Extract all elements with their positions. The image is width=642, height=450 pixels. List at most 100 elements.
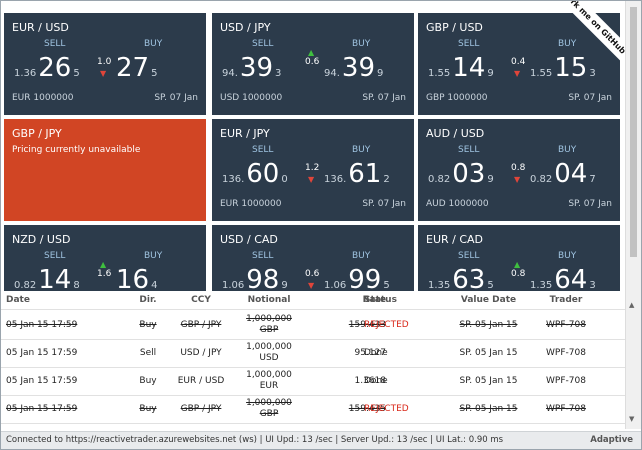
sell-label: SELL xyxy=(458,251,480,261)
sell-price[interactable]: 1.35 63 5 xyxy=(428,265,508,291)
price-prefix: 94. xyxy=(324,68,340,79)
buy-price[interactable]: 1.55 15 3 xyxy=(530,53,610,83)
buy-label: BUY xyxy=(352,145,371,155)
sell-price[interactable]: 1.55 14 9 xyxy=(428,53,508,83)
price-big-figure: 63 xyxy=(452,265,486,291)
scroll-down[interactable]: ▼ xyxy=(629,415,635,423)
scrollbar-thumb[interactable] xyxy=(630,7,637,257)
price-prefix: 1.35 xyxy=(530,280,553,291)
notional-currency: EUR xyxy=(259,381,279,391)
buy-price[interactable]: 27 5 xyxy=(116,53,196,83)
column-header[interactable]: Rate xyxy=(362,295,386,305)
currency-tile[interactable]: EUR / JPY SELL BUY 136. 60 0 136. 61 2 1.2 ▼ EUR 10… xyxy=(212,119,414,221)
notional-amount: 1,000,000 xyxy=(246,314,292,324)
blotter: Date Dir. CCY Notional Rate Status Value Date T… xyxy=(1,291,625,429)
trade-notional: 1,000,000 EUR xyxy=(239,370,299,392)
blotter-scrollbar[interactable]: ▲ ▼ xyxy=(625,291,641,429)
column-header[interactable]: Value Date xyxy=(460,295,517,305)
trade-ccy: EUR / USD xyxy=(177,376,225,386)
sell-label: SELL xyxy=(252,251,274,261)
price-pip: 9 xyxy=(487,68,494,79)
price-pip: 7 xyxy=(589,174,596,185)
price-prefix: 0.82 xyxy=(428,174,451,185)
trade-ccy: USD / JPY xyxy=(180,348,222,358)
column-header[interactable]: Status xyxy=(364,295,397,305)
sell-price[interactable]: 136. 60 0 xyxy=(222,159,302,189)
price-prefix: 1.06 xyxy=(222,280,245,291)
buy-price[interactable]: 136. 61 2 xyxy=(324,159,404,189)
trade-status: REJECTED xyxy=(364,404,409,414)
price-big-figure: 04 xyxy=(554,159,588,189)
buy-label: BUY xyxy=(144,251,163,261)
connection-status: Connected to https://reactivetrader.azur… xyxy=(6,435,504,445)
price-pip: 2 xyxy=(383,174,390,185)
sell-price[interactable]: 1.06 98 9 xyxy=(222,265,302,291)
column-header[interactable]: Dir. xyxy=(139,295,157,305)
brand: Adaptive xyxy=(590,435,633,445)
sell-price[interactable]: 1.36 26 5 xyxy=(14,53,94,83)
direction-arrow: ▼ xyxy=(514,175,521,184)
buy-label: BUY xyxy=(352,251,371,261)
currency-pair: NZD / USD xyxy=(12,233,71,246)
buy-label: BUY xyxy=(144,39,163,49)
column-header[interactable]: Date xyxy=(6,295,30,305)
direction-arrow: ▼ xyxy=(100,69,107,78)
buy-price[interactable]: 1.35 64 3 xyxy=(530,265,610,291)
currency-tile[interactable]: GBP / USD SELL BUY 1.55 14 9 1.55 15 3 0.4 ▼ GBP 10… xyxy=(418,13,620,115)
notional: EUR 1000000 xyxy=(12,93,74,103)
trade-date: 05 Jan 15 17:59 xyxy=(6,348,78,358)
notional: EUR 1000000 xyxy=(220,199,282,209)
trade-ccy: GBP / JPY xyxy=(180,404,222,414)
direction-arrow: ▲ xyxy=(308,48,315,57)
currency-pair: EUR / USD xyxy=(12,21,69,34)
trade-trader: WPF-708 xyxy=(546,404,586,414)
currency-tile[interactable]: USD / CAD SELL BUY 1.06 98 9 1.06 99 5 0.6 ▼ xyxy=(212,225,414,291)
buy-price[interactable]: 0.82 04 7 xyxy=(530,159,610,189)
price-big-figure: 26 xyxy=(38,53,72,83)
trade-trader: WPF-708 xyxy=(546,320,586,330)
trade-value-date: SP. 05 Jan 15 xyxy=(459,376,518,386)
trade-date: 05 Jan 15 17:59 xyxy=(6,404,78,414)
unavailable-message: Pricing currently unavailable xyxy=(12,145,141,155)
currency-pair: AUD / USD xyxy=(426,127,485,140)
trade-rate: 159.435 xyxy=(348,404,386,414)
currency-tile[interactable]: AUD / USD SELL BUY 0.82 03 9 0.82 04 7 0.8 ▼ AUD 10… xyxy=(418,119,620,221)
trade-value-date: SP. 05 Jan 15 xyxy=(459,320,518,330)
trade-row: 05 Jan 15 17:59 Buy EUR / USD 1,000,000 EUR 1… xyxy=(1,367,625,396)
trade-notional: 1,000,000 GBP xyxy=(239,398,299,420)
currency-tile[interactable]: EUR / CAD SELL BUY 1.35 63 5 1.35 64 3 0.8 ▲ xyxy=(418,225,620,291)
price-big-figure: 39 xyxy=(239,53,273,83)
sell-price[interactable]: 0.82 14 8 xyxy=(14,265,94,291)
column-header[interactable]: CCY xyxy=(191,295,211,305)
scroll-up[interactable]: ▲ xyxy=(629,301,635,309)
notional: GBP 1000000 xyxy=(426,93,488,103)
currency-tile[interactable]: EUR / USD SELL BUY 1.36 26 5 27 5 1.0 ▼ EUR 100000… xyxy=(4,13,206,115)
price-prefix: 1.06 xyxy=(324,280,347,291)
currency-tile[interactable]: USD / JPY SELL BUY 94. 39 3 94. 39 9 0.6 ▲ USD 1000… xyxy=(212,13,414,115)
trade-dir: Buy xyxy=(139,376,157,386)
blotter-header: Date Dir. CCY Notional Rate Status Value Date T… xyxy=(1,291,625,310)
sell-label: SELL xyxy=(252,39,274,49)
trade-dir: Sell xyxy=(139,348,157,358)
sell-price[interactable]: 94. 39 3 xyxy=(222,53,302,83)
buy-price[interactable]: 94. 39 9 xyxy=(324,53,404,83)
price-big-figure: 27 xyxy=(116,53,150,83)
direction-arrow: ▲ xyxy=(100,260,107,269)
spread: 0.6 xyxy=(305,57,320,67)
column-header[interactable]: Notional xyxy=(247,295,291,305)
trade-date: 05 Jan 15 17:59 xyxy=(6,320,78,330)
currency-pair: GBP / JPY xyxy=(12,127,62,140)
buy-price[interactable]: 16 4 xyxy=(116,265,196,291)
buy-price[interactable]: 1.06 99 5 xyxy=(324,265,404,291)
buy-label: BUY xyxy=(558,39,577,49)
notional: AUD 1000000 xyxy=(426,199,489,209)
trade-notional: 1,000,000 GBP xyxy=(239,314,299,336)
price-prefix: 136. xyxy=(324,174,347,185)
trade-date: 05 Jan 15 17:59 xyxy=(6,376,78,386)
currency-tile[interactable]: NZD / USD SELL BUY 0.82 14 8 16 4 1.6 ▲ xyxy=(4,225,206,291)
tiles-scrollbar[interactable] xyxy=(625,1,641,291)
sell-price[interactable]: 0.82 03 9 xyxy=(428,159,508,189)
value-date: SP. 07 Jan xyxy=(568,199,612,209)
column-header[interactable]: Trader xyxy=(549,295,583,305)
